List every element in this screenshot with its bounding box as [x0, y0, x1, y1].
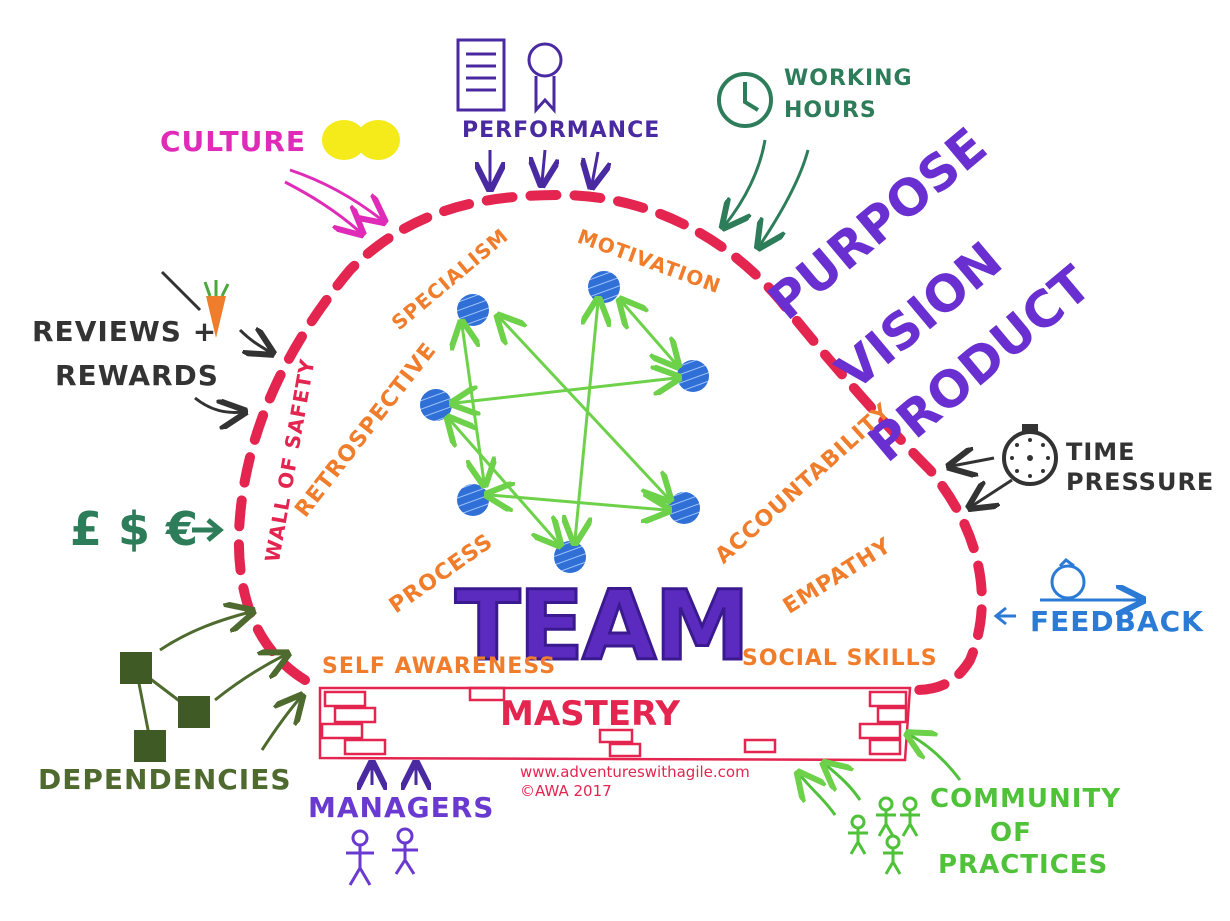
carrot-icon	[160, 270, 230, 338]
manager-person-icons	[346, 827, 418, 886]
community-label-line3: PRACTICES	[938, 850, 1109, 880]
culture-arrows	[284, 168, 382, 232]
managers-label: MANAGERS	[308, 791, 495, 824]
time-pressure-label-line2: PRESSURE	[1066, 468, 1215, 496]
reviews-label-line1: REVIEWS +	[32, 315, 218, 348]
team-node	[457, 484, 489, 516]
working-hours-label-line2: HOURS	[784, 98, 877, 123]
culture-label: CULTURE	[160, 125, 307, 158]
time-pressure-label-line1: TIME	[1066, 438, 1136, 466]
feedback-arrow	[993, 606, 1016, 626]
managers-arrows	[372, 766, 416, 785]
working-hours-label-line1: WORKING	[784, 66, 913, 91]
dependencies-network-icon	[120, 652, 210, 762]
community-label-line2: OF	[990, 818, 1032, 848]
wall-of-safety-boundary	[233, 189, 987, 695]
self-awareness-label: SELF AWARENESS	[322, 654, 557, 679]
team-node	[420, 389, 452, 421]
credit-copyright-label: ©AWA 2017	[520, 782, 612, 800]
mastery-label: MASTERY	[500, 694, 680, 734]
team-node	[668, 492, 700, 524]
culture-yellow-blobs	[322, 120, 400, 160]
feedback-label: FEEDBACK	[1030, 605, 1204, 638]
working-hours-arrows	[725, 139, 810, 245]
currency-arrow-icon	[192, 518, 224, 542]
reviews-arrows	[194, 330, 270, 412]
credit-url-label: www.adventureswithagile.com	[520, 763, 750, 781]
performance-arrows	[490, 149, 598, 186]
performance-label: PERFORMANCE	[462, 118, 661, 143]
team-node	[457, 294, 489, 326]
stopwatch-icon	[1002, 424, 1058, 486]
team-node	[588, 271, 620, 303]
dependencies-label: DEPENDENCIES	[38, 763, 292, 796]
time-pressure-arrows	[952, 458, 1013, 506]
team-node	[554, 541, 586, 573]
reviews-label-line2: REWARDS	[55, 359, 219, 392]
performance-document-icon	[456, 38, 506, 112]
team-connections	[450, 302, 676, 543]
social-skills-label: SOCIAL SKILLS	[742, 646, 938, 671]
community-person-icons	[848, 796, 920, 875]
performance-rosette-icon	[527, 42, 563, 114]
feedback-loop-icon	[1040, 558, 1140, 600]
community-arrows	[800, 735, 962, 816]
currency-label: £ $ €	[70, 502, 199, 556]
dependencies-arrows	[159, 612, 300, 751]
team-member-nodes	[420, 271, 709, 573]
team-node	[677, 360, 709, 392]
team-label: TEAM	[454, 570, 752, 682]
community-label-line1: COMMUNITY	[930, 784, 1122, 814]
clock-icon	[717, 72, 773, 128]
